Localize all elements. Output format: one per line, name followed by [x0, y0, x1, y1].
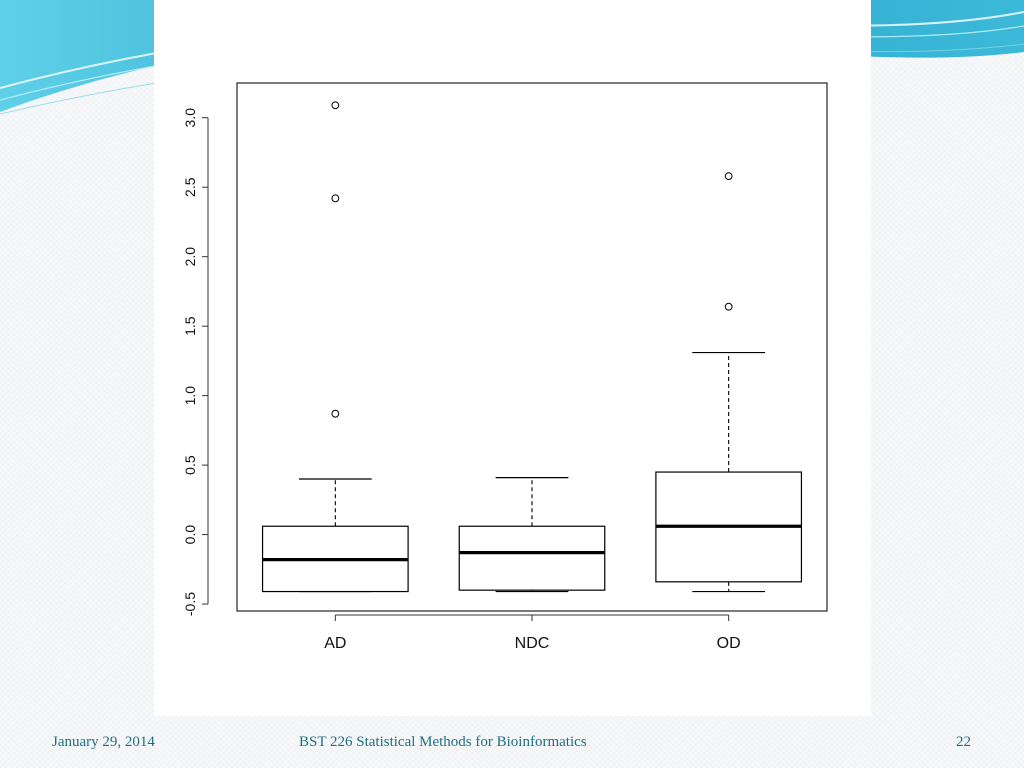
x-tick-label-ndc: NDC [515, 635, 550, 652]
y-tick-label: -0.5 [182, 592, 198, 616]
y-tick-label: 2.0 [182, 247, 198, 267]
outlier-point-ad [331, 409, 340, 418]
x-tick-label-od: OD [717, 635, 741, 652]
footer-date: January 29, 2014 [52, 734, 155, 750]
x-tick-label-ad: AD [324, 635, 346, 652]
boxplot-chart: -0.5 0.0 0.5 1.0 1.5 2.0 2.5 3.0 AD NDC OD [182, 82, 828, 652]
outlier-point-ad [331, 101, 340, 110]
y-tick-label: 0.0 [182, 525, 198, 545]
y-tick-label: 0.5 [182, 455, 198, 475]
y-tick-label: 1.5 [182, 316, 198, 336]
outlier-point-ad [331, 194, 340, 203]
y-tick-label: 2.5 [182, 177, 198, 197]
plot-frame [236, 82, 828, 612]
plot-panel: -0.5 0.0 0.5 1.0 1.5 2.0 2.5 3.0 AD NDC OD [154, 0, 871, 716]
outlier-point-od [724, 172, 733, 180]
y-tick-label: 3.0 [182, 108, 198, 128]
y-tick-label: 1.0 [182, 386, 198, 406]
footer-course-title: BST 226 Statistical Methods for Bioinfor… [299, 734, 587, 750]
outlier-point-od [724, 302, 733, 311]
footer-page-number: 22 [956, 734, 971, 750]
box-ndc [458, 525, 606, 591]
